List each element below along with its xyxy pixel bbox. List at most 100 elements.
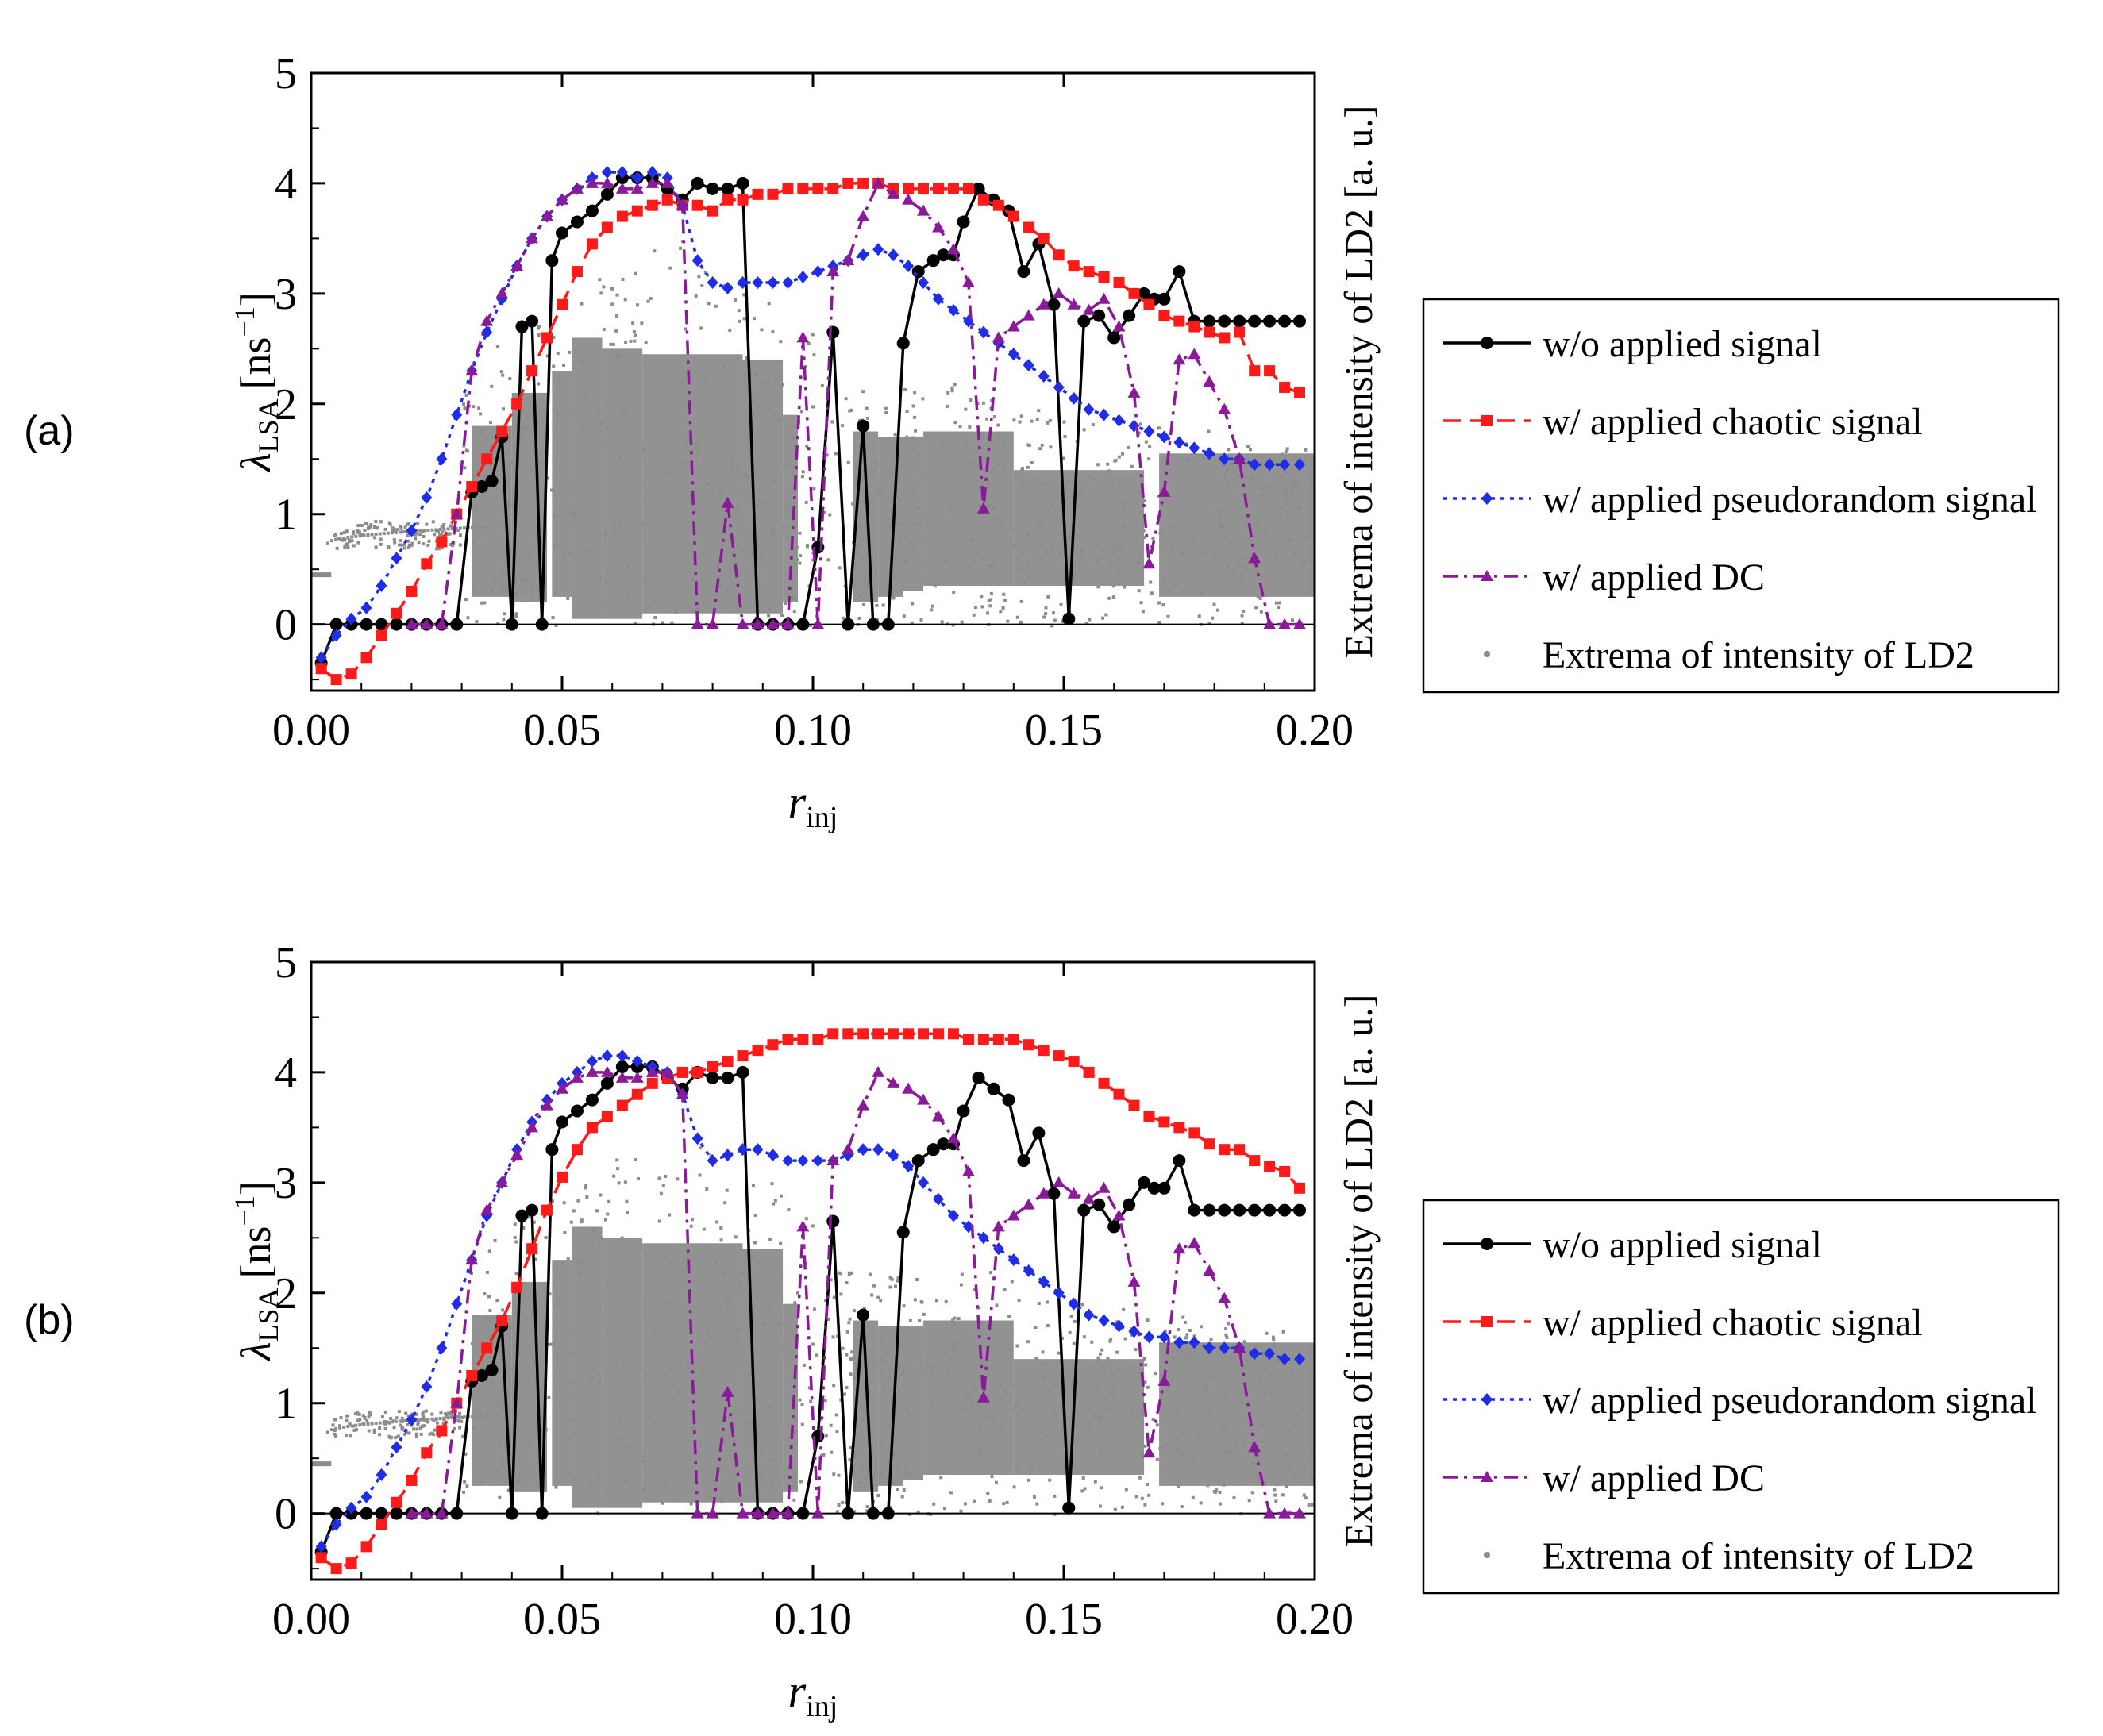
- extrema-point: [348, 1422, 352, 1426]
- extrema-point: [1254, 1344, 1258, 1348]
- extrema-point: [370, 1422, 374, 1426]
- extrema-point: [1000, 564, 1004, 568]
- extrema-point: [1027, 444, 1031, 448]
- extrema-point: [1286, 1410, 1290, 1414]
- extrema-point: [487, 1295, 491, 1299]
- extrema-point: [1120, 1505, 1124, 1509]
- extrema-point: [792, 610, 796, 614]
- extrema-point: [1113, 459, 1117, 463]
- legend-item: w/ applied chaotic signal: [1443, 401, 1923, 443]
- extrema-band-segment: [552, 1260, 572, 1486]
- data-point: [1053, 1050, 1065, 1062]
- extrema-point: [1256, 1473, 1260, 1477]
- extrema-point: [514, 612, 518, 616]
- extrema-point: [610, 287, 614, 291]
- extrema-point: [790, 435, 794, 439]
- extrema-point: [1106, 1356, 1110, 1360]
- extrema-point: [561, 552, 565, 556]
- data-point: [947, 183, 959, 194]
- extrema-point: [587, 1444, 591, 1448]
- data-point: [376, 579, 387, 593]
- extrema-point: [735, 503, 739, 507]
- data-point: [902, 1082, 915, 1094]
- extrema-point: [950, 1318, 954, 1322]
- data-point: [872, 1065, 885, 1077]
- data-point: [1047, 298, 1061, 311]
- extrema-point: [1285, 1394, 1289, 1398]
- data-point: [751, 1507, 765, 1519]
- extrema-point: [1116, 568, 1120, 572]
- extrema-point: [970, 538, 974, 542]
- extrema-point: [849, 1271, 853, 1275]
- data-point: [601, 1111, 613, 1122]
- extrema-point: [1195, 560, 1199, 564]
- data-point: [722, 281, 734, 294]
- extrema-point: [861, 1353, 865, 1357]
- panel-label-a: (a): [24, 408, 75, 454]
- data-point: [1017, 1154, 1030, 1168]
- extrema-point: [1237, 475, 1241, 479]
- data-point: [933, 1192, 944, 1206]
- extrema-point: [888, 1285, 892, 1289]
- extrema-point: [745, 356, 749, 360]
- extrema-point: [435, 547, 439, 551]
- extrema-point: [1003, 1447, 1007, 1451]
- extrema-band-segment: [602, 348, 643, 619]
- extrema-point: [1003, 599, 1007, 602]
- extrema-point: [886, 590, 890, 594]
- extrema-point: [1040, 482, 1044, 486]
- extrema-point: [556, 352, 560, 356]
- extrema-point: [580, 425, 584, 429]
- extrema-point: [590, 1482, 594, 1486]
- data-point: [1158, 310, 1170, 321]
- extrema-point: [800, 475, 804, 479]
- extrema-point: [1242, 1442, 1246, 1446]
- extrema-point: [591, 1238, 595, 1242]
- extrema-point: [1219, 510, 1223, 514]
- extrema-point: [1147, 457, 1151, 461]
- extrema-point: [736, 468, 740, 472]
- extrema-point: [888, 448, 892, 452]
- extrema-point: [786, 506, 790, 510]
- extrema-point: [908, 1318, 912, 1322]
- extrema-point: [1039, 523, 1043, 527]
- extrema-point: [1122, 1307, 1126, 1311]
- extrema-point: [912, 490, 916, 494]
- extrema-point: [832, 1472, 836, 1476]
- legend-label: Extrema of intensity of LD2: [1543, 634, 1974, 676]
- data-point: [330, 674, 342, 686]
- extrema-point: [1018, 420, 1022, 424]
- extrema-point: [654, 424, 658, 428]
- data-point: [1279, 458, 1291, 472]
- extrema-point: [1243, 570, 1247, 574]
- extrema-point: [1259, 610, 1263, 614]
- extrema-point: [999, 1366, 1003, 1370]
- extrema-point: [858, 1481, 862, 1485]
- data-point: [751, 618, 765, 629]
- extrema-point: [548, 1292, 552, 1296]
- extrema-point: [628, 1338, 632, 1341]
- extrema-point: [1040, 1362, 1044, 1366]
- data-point: [1143, 1111, 1155, 1122]
- extrema-point: [661, 621, 664, 625]
- extrema-point: [771, 330, 775, 334]
- data-point: [1188, 1127, 1200, 1139]
- data-point: [826, 325, 840, 339]
- extrema-point: [1046, 595, 1050, 599]
- extrema-point: [915, 1277, 919, 1281]
- extrema-point: [1173, 583, 1177, 587]
- extrema-point: [733, 471, 737, 475]
- extrema-point: [1265, 1359, 1269, 1363]
- extrema-point: [911, 404, 915, 408]
- extrema-point: [1240, 564, 1244, 568]
- extrema-point: [951, 529, 955, 533]
- data-point: [926, 1143, 940, 1157]
- extrema-point: [646, 1413, 650, 1417]
- extrema-point: [400, 1416, 404, 1420]
- extrema-point: [1308, 551, 1311, 555]
- extrema-point: [342, 1425, 346, 1429]
- extrema-point: [1275, 476, 1279, 480]
- data-point: [857, 1028, 869, 1040]
- data-point: [1097, 1181, 1111, 1193]
- extrema-point: [861, 390, 865, 394]
